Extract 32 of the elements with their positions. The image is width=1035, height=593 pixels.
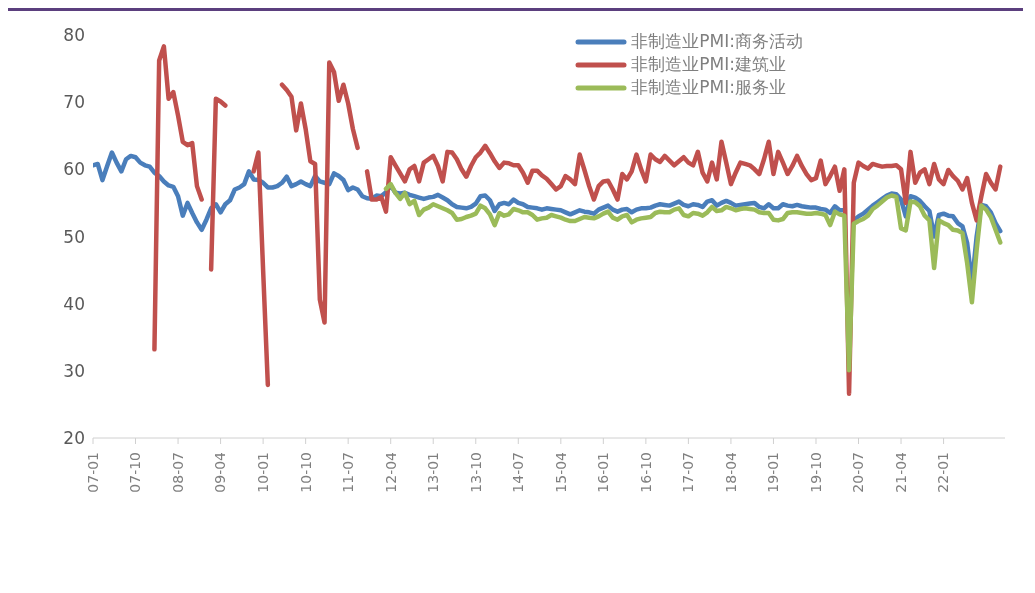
x-tick-label: 13-10 <box>467 452 484 493</box>
x-tick-label: 16-10 <box>637 452 654 493</box>
x-tick-label: 07-10 <box>127 452 144 493</box>
y-tick-label: 30 <box>63 360 85 381</box>
x-tick-label: 19-01 <box>765 452 782 493</box>
x-tick-label: 22-01 <box>935 452 952 493</box>
y-tick-label: 20 <box>63 428 85 449</box>
x-tick-label: 16-01 <box>595 452 612 493</box>
x-tick-label: 20-07 <box>850 452 867 493</box>
y-tick-label: 60 <box>63 159 85 180</box>
x-tick-label: 19-10 <box>807 452 824 493</box>
legend-label: 非制造业PMI:商务活动 <box>631 30 803 53</box>
x-tick-label: 14-07 <box>510 452 527 493</box>
x-tick-label: 10-10 <box>297 452 314 493</box>
x-tick-label: 09-04 <box>212 451 229 493</box>
y-tick-label: 80 <box>63 25 85 46</box>
x-tick-label: 07-01 <box>84 452 101 493</box>
line-series <box>383 181 1003 373</box>
x-tick-label: 12-04 <box>382 451 399 493</box>
legend-label: 非制造业PMI:建筑业 <box>631 53 786 76</box>
y-tick-label: 70 <box>63 92 85 113</box>
x-tick-label: 11-07 <box>340 452 357 493</box>
x-tick-label: 21-04 <box>892 451 909 493</box>
y-tick-label: 50 <box>63 226 85 247</box>
x-tick-label: 15-04 <box>552 451 569 493</box>
x-tick-label: 10-01 <box>255 452 272 493</box>
x-tick-label: 13-01 <box>425 452 442 493</box>
legend-label: 非制造业PMI:服务业 <box>631 76 786 99</box>
y-tick-label: 40 <box>63 293 85 314</box>
x-tick-label: 18-04 <box>722 451 739 493</box>
x-tick-label: 17-07 <box>680 452 697 493</box>
x-tick-label: 08-07 <box>169 452 186 493</box>
